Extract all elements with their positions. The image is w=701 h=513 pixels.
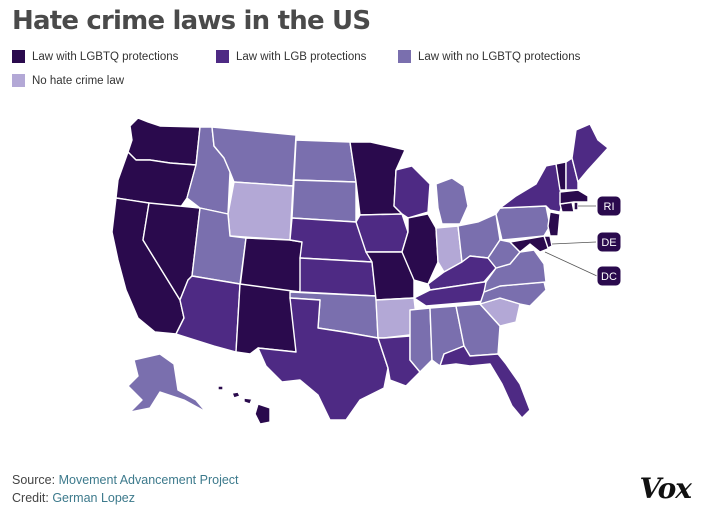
state-HI[interactable] (217, 385, 271, 425)
map-title: Hate crime laws in the US (12, 6, 371, 36)
state-DE[interactable] (543, 235, 553, 249)
state-TX[interactable] (257, 297, 389, 421)
state-NY[interactable] (499, 163, 563, 213)
state-NH[interactable] (565, 157, 579, 191)
credit-line: Credit: German Lopez (12, 491, 135, 505)
state-KS[interactable] (299, 257, 377, 297)
state-SD[interactable] (291, 179, 357, 223)
legend-label-lgb: Law with LGB protections (236, 50, 367, 63)
state-ME[interactable] (571, 123, 609, 183)
state-MS[interactable] (409, 307, 433, 373)
source-line: Source: Movement Advancement Project (12, 473, 239, 487)
callout-label-RI: RI (604, 201, 615, 213)
callout-DE[interactable]: DE (596, 231, 622, 253)
callout-DC[interactable]: DC (596, 265, 622, 287)
state-CO[interactable] (239, 237, 303, 293)
state-RI[interactable] (573, 201, 579, 211)
legend-item-lgbtq: Law with LGBTQ protections (12, 50, 178, 63)
state-AZ[interactable] (175, 275, 241, 353)
legend-swatch-none (12, 74, 25, 87)
legend-item-no-lgbtq: Law with no LGBTQ protections (398, 50, 580, 63)
legend-label-no-lgbtq: Law with no LGBTQ protections (418, 50, 581, 63)
legend-label-lgbtq: Law with LGBTQ protections (32, 50, 179, 63)
vox-logo: Vox (639, 472, 692, 505)
state-IA[interactable] (355, 213, 409, 253)
state-MI[interactable] (435, 177, 469, 225)
callout-label-DC: DC (601, 271, 617, 283)
legend-label-none: No hate crime law (32, 74, 125, 87)
credit-link[interactable]: German Lopez (52, 491, 135, 505)
state-WI[interactable] (393, 165, 431, 219)
legend-item-lgb: Law with LGB protections (216, 50, 366, 63)
credit-prefix: Credit: (12, 491, 49, 505)
callout-label-DE: DE (601, 237, 616, 249)
legend-swatch-lgbtq (12, 50, 25, 63)
legend-item-none: No hate crime law (12, 74, 124, 87)
state-PA[interactable] (495, 205, 551, 241)
callout-RI[interactable]: RI (596, 195, 622, 217)
state-ND[interactable] (293, 139, 357, 183)
state-FL[interactable] (439, 345, 531, 419)
state-AK[interactable] (127, 353, 207, 413)
state-WY[interactable] (227, 181, 294, 241)
legend-swatch-lgb (216, 50, 229, 63)
legend-swatch-no-lgbtq (398, 50, 411, 63)
state-MA[interactable] (559, 189, 589, 205)
source-link[interactable]: Movement Advancement Project (58, 473, 239, 487)
state-NJ[interactable] (547, 211, 561, 237)
callout-leaders (544, 205, 598, 277)
source-prefix: Source: (12, 473, 56, 487)
state-WA[interactable] (127, 117, 201, 166)
